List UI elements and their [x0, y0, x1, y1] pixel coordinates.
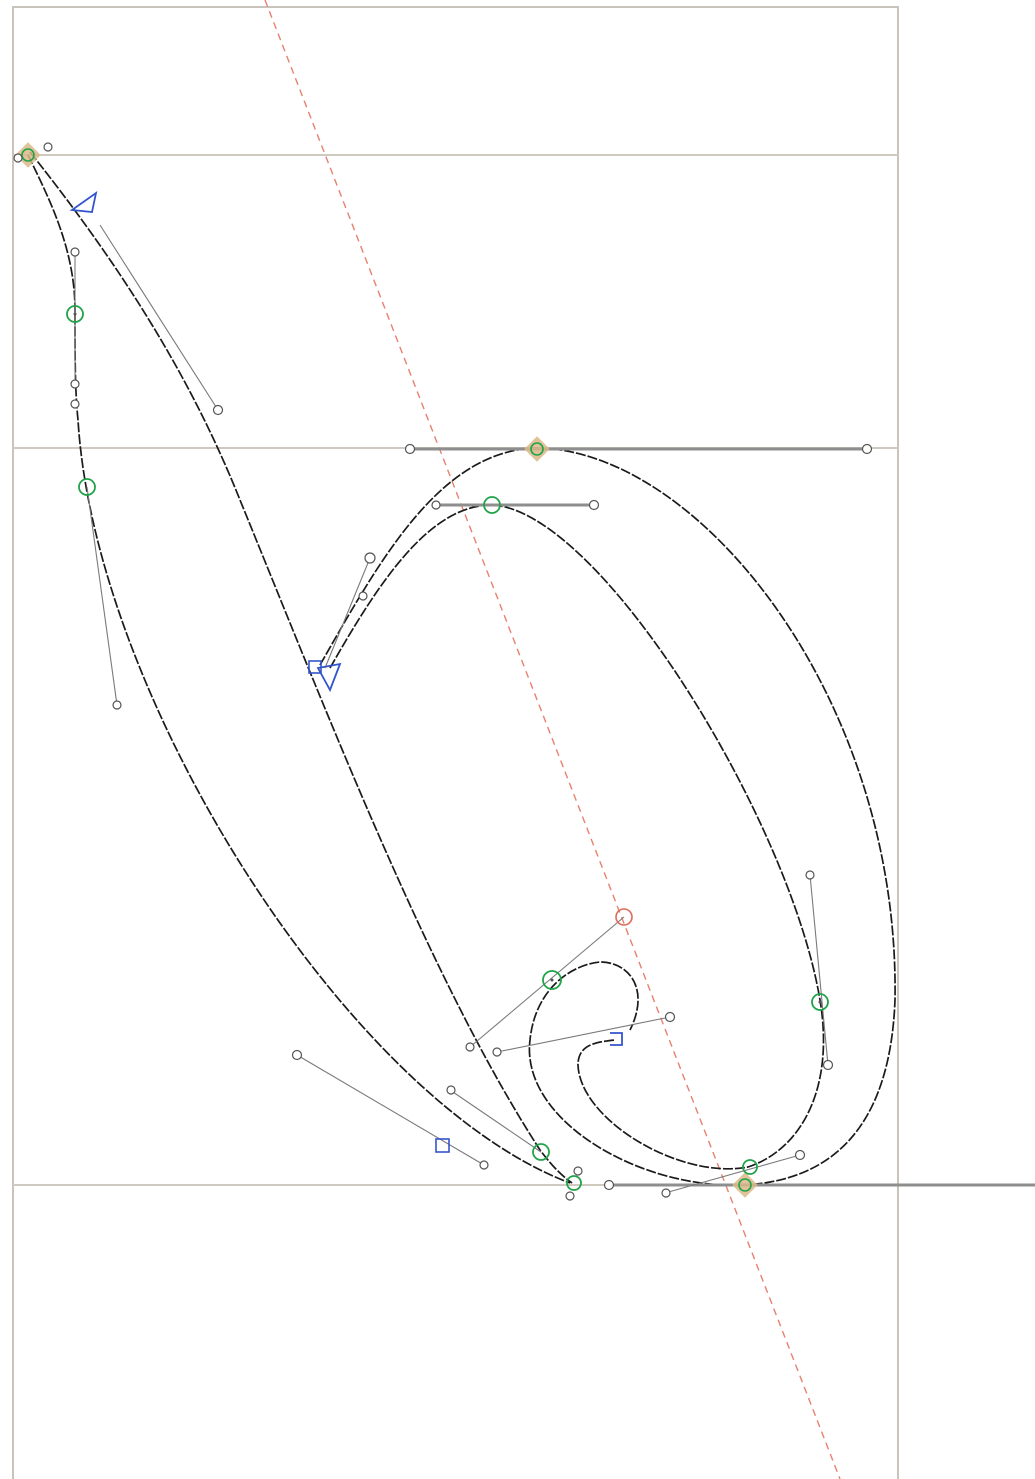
extrema-center [530, 442, 544, 456]
off-curve-handle[interactable] [465, 1042, 475, 1052]
off-curve-handle[interactable] [13, 153, 23, 163]
glyph-outline[interactable] [27, 151, 896, 1187]
handle-line [296, 1054, 485, 1166]
off-curve-handle[interactable] [661, 1188, 671, 1198]
curve-point[interactable] [566, 1175, 582, 1191]
extrema-markers[interactable] [15, 142, 758, 1198]
tangent-point[interactable] [316, 662, 342, 693]
curve-point-center [73, 312, 77, 316]
contour-stem-inner[interactable] [29, 151, 573, 1184]
off-curve-handle[interactable] [794, 1149, 806, 1161]
em-box [12, 6, 899, 1479]
extrema-center [738, 1178, 752, 1192]
off-curve-handle[interactable] [565, 1191, 575, 1201]
off-curve-handle[interactable] [861, 443, 873, 455]
contour-stem-outer[interactable] [27, 154, 571, 1184]
anchor-point[interactable] [615, 908, 633, 926]
handle-line [469, 916, 625, 1048]
italic-slant-guide[interactable] [264, 0, 841, 1479]
off-curve-handle[interactable] [588, 499, 600, 511]
handle-line [99, 224, 219, 411]
off-curve-handle[interactable] [431, 500, 441, 510]
off-curve-handle[interactable] [446, 1085, 456, 1095]
curve-point[interactable] [742, 1159, 758, 1175]
off-curve-handle[interactable] [212, 404, 224, 416]
handle-line [449, 1089, 542, 1153]
off-curve-handle[interactable] [664, 1011, 676, 1023]
handle-points[interactable] [13, 142, 873, 1201]
extrema-marker[interactable] [524, 436, 550, 462]
curve-point[interactable] [532, 1143, 550, 1161]
off-curve-handle[interactable] [43, 142, 53, 152]
corner-points[interactable] [69, 190, 623, 1153]
curve-point[interactable] [811, 993, 829, 1011]
handle-lines [74, 224, 1035, 1194]
off-curve-handle[interactable] [364, 552, 376, 564]
off-curve-handle[interactable] [404, 443, 416, 455]
off-curve-handle[interactable] [479, 1160, 489, 1170]
off-curve-handle[interactable] [70, 399, 80, 409]
curve-points[interactable] [66, 305, 829, 1191]
off-curve-handle[interactable] [112, 700, 122, 710]
off-curve-handle[interactable] [822, 1059, 834, 1071]
handle-line [324, 557, 371, 669]
handle-line [809, 874, 829, 1066]
off-curve-handle[interactable] [573, 1166, 583, 1176]
extrema-center [21, 148, 35, 162]
tangent-point[interactable] [610, 1032, 623, 1046]
off-curve-handle[interactable] [291, 1049, 303, 1061]
off-curve-handle[interactable] [70, 379, 80, 389]
off-curve-handle[interactable] [492, 1047, 502, 1057]
handle-line [86, 486, 118, 706]
off-curve-handle[interactable] [70, 247, 80, 257]
off-curve-handle[interactable] [603, 1179, 615, 1191]
extrema-marker[interactable] [732, 1172, 758, 1198]
off-curve-handle[interactable] [805, 870, 815, 880]
handle-line [496, 1016, 671, 1053]
curve-point[interactable] [78, 478, 96, 496]
handle-line [664, 1154, 801, 1194]
curve-point[interactable] [66, 305, 84, 323]
contour-bowl-outer[interactable] [319, 447, 896, 1187]
curve-point-center [550, 978, 554, 982]
curve-point-center [818, 1000, 822, 1004]
curve-point[interactable] [542, 970, 562, 990]
corner-point[interactable] [435, 1138, 450, 1153]
tangent-point[interactable] [69, 190, 98, 213]
curve-point[interactable] [483, 496, 501, 514]
off-curve-handle[interactable] [358, 591, 368, 601]
contour-bowl-inner[interactable] [329, 504, 825, 1170]
